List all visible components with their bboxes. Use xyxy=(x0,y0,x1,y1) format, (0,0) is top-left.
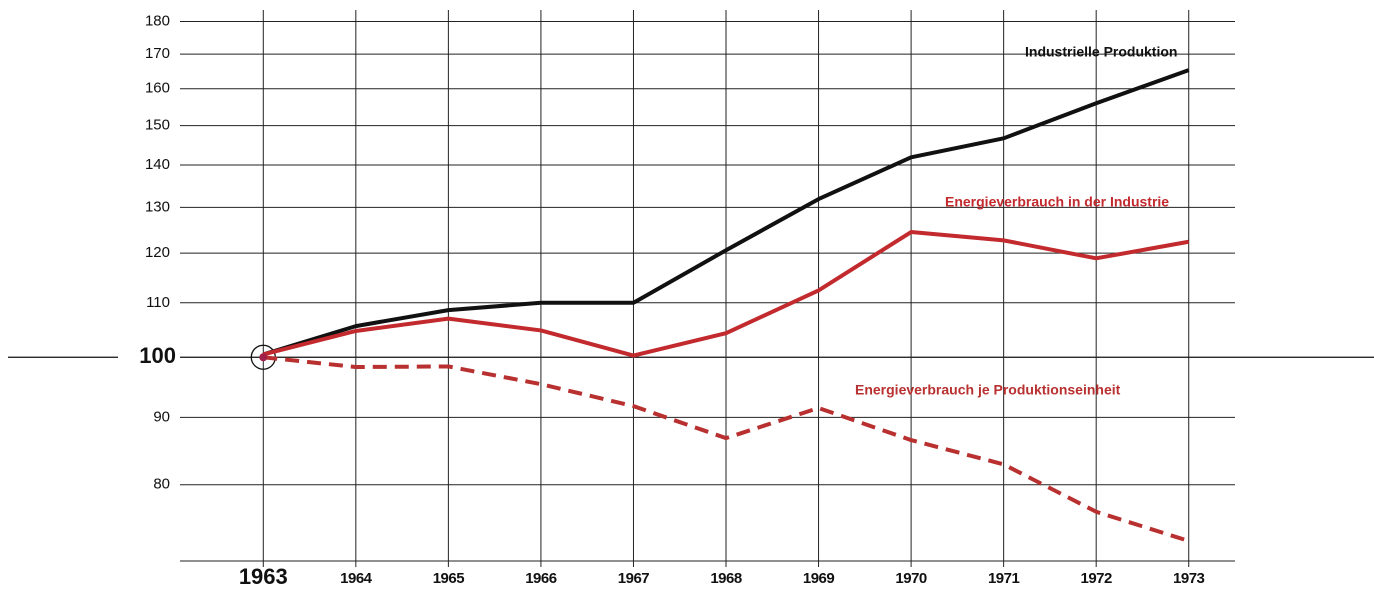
y-tick-label: 140 xyxy=(145,156,170,173)
x-tick-label: 1973 xyxy=(1173,570,1205,587)
x-tick-label: 1970 xyxy=(895,570,927,587)
x-tick-label: 1968 xyxy=(710,570,742,587)
series-label: Energieverbrauch je Produktionseinheit xyxy=(855,382,1121,398)
series-line xyxy=(262,230,1190,358)
x-tick-label: 1969 xyxy=(803,570,835,587)
series-label: Industrielle Produktion xyxy=(1025,44,1177,60)
y-tick-label: 130 xyxy=(145,198,170,215)
y-tick-label: 90 xyxy=(153,408,170,425)
y-tick-label: 160 xyxy=(145,80,170,97)
series-label: Energieverbrauch in der Industrie xyxy=(945,194,1169,210)
y-tick-label: 120 xyxy=(145,244,170,261)
y-tick-label: 100 xyxy=(139,343,176,368)
x-tick-label: 1971 xyxy=(988,570,1020,587)
x-tick-label: 1965 xyxy=(433,570,465,587)
origin-dot xyxy=(259,353,268,362)
y-tick-label: 80 xyxy=(153,476,170,493)
x-tick-label: 1967 xyxy=(618,570,650,587)
x-tick-label: 1963 xyxy=(239,564,288,589)
series-line xyxy=(262,68,1190,357)
y-tick-label: 150 xyxy=(145,117,170,134)
y-tick-label: 170 xyxy=(145,45,170,62)
x-tick-label: 1964 xyxy=(340,570,373,587)
series-line xyxy=(263,355,1190,543)
y-tick-label: 110 xyxy=(146,294,170,311)
marks: Industrielle Produktion Energieverbrauch … xyxy=(250,44,1190,543)
x-tick-label: 1966 xyxy=(525,570,557,587)
x-tick-label: 1972 xyxy=(1080,570,1112,587)
grid xyxy=(8,10,1374,567)
y-tick-label: 180 xyxy=(145,12,170,29)
